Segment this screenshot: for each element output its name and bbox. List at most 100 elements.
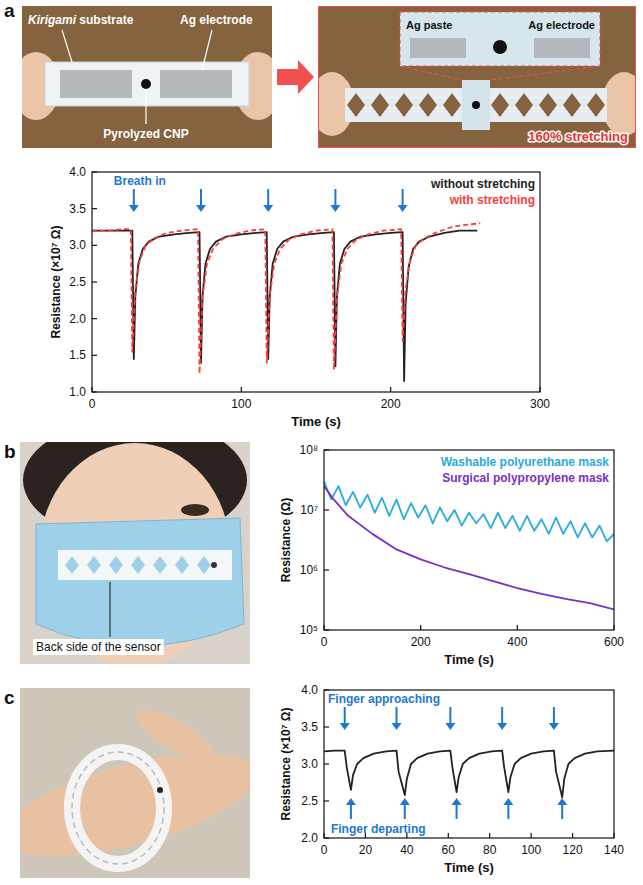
kirigami-cut bbox=[197, 556, 211, 574]
inset-link bbox=[490, 66, 600, 80]
x-tick bbox=[572, 833, 573, 838]
y-tick bbox=[92, 281, 97, 282]
y-tick bbox=[92, 245, 97, 246]
photo-a-left: Kirigami substrate Ag electrode Pyrolyzed … bbox=[22, 6, 272, 148]
y-tick-label: 10⁷ bbox=[300, 503, 318, 517]
annotation-arrow bbox=[196, 189, 206, 212]
x-tick bbox=[613, 833, 614, 838]
annotation-arrow bbox=[340, 707, 350, 730]
arrow-head bbox=[340, 723, 350, 730]
inset-link bbox=[400, 66, 462, 80]
x-tick-label: 0 bbox=[89, 397, 96, 411]
y-tick bbox=[324, 689, 329, 690]
cnp-dot bbox=[472, 101, 480, 109]
plot-lines bbox=[324, 481, 614, 609]
x-tick bbox=[241, 387, 242, 392]
eye bbox=[181, 504, 209, 516]
y-tick bbox=[92, 318, 97, 319]
plot-lines bbox=[324, 751, 614, 798]
arrow-head bbox=[129, 205, 139, 212]
label-patch bbox=[33, 639, 164, 655]
x-tick-label: 100 bbox=[231, 397, 251, 411]
x-tick bbox=[489, 833, 490, 838]
arrow-head bbox=[400, 798, 410, 805]
annotation-arrow bbox=[330, 189, 340, 212]
photo-frame bbox=[318, 6, 636, 148]
y-axis-title: Resistance (×10⁷ Ω) bbox=[279, 708, 293, 821]
arrow-head bbox=[557, 798, 567, 805]
x-tick bbox=[323, 833, 324, 838]
annotation-arrow bbox=[497, 707, 507, 730]
electrode bbox=[534, 38, 590, 58]
arrow-head bbox=[346, 798, 356, 805]
photo-label-part: Kirigami bbox=[28, 13, 77, 27]
kirigami-cut bbox=[175, 556, 189, 574]
chart: 020040060010⁵10⁶10⁷10⁸Time (s)Resistance… bbox=[279, 443, 624, 667]
arrow-head bbox=[445, 723, 455, 730]
photo-c bbox=[20, 688, 250, 878]
figure: a b c Kirigami substrate Ag electrode Pyrolyz… bbox=[0, 0, 643, 885]
annotation-arrow bbox=[263, 189, 273, 212]
plot-frame bbox=[92, 172, 540, 392]
photo-label: Pyrolyzed CNP bbox=[103, 127, 188, 141]
y-tick-label: 4.0 bbox=[301, 683, 318, 697]
y-tick-label: 2.0 bbox=[301, 831, 318, 845]
arrow-head bbox=[497, 723, 507, 730]
y-tick bbox=[324, 509, 329, 510]
x-tick bbox=[531, 833, 532, 838]
x-tick-label: 60 bbox=[442, 843, 456, 857]
annotation-arrow bbox=[557, 798, 567, 819]
inset bbox=[400, 12, 600, 66]
arrow-head bbox=[549, 723, 559, 730]
annotation-arrow bbox=[452, 798, 462, 819]
photo-label: Ag paste bbox=[406, 19, 452, 31]
panel-letter: c bbox=[4, 687, 15, 708]
arrow-shaft bbox=[561, 804, 563, 819]
cnp-dot bbox=[211, 562, 217, 568]
arrow-shaft bbox=[350, 804, 352, 819]
arrow-shaft bbox=[456, 804, 458, 819]
photo-label: Ag electrode bbox=[180, 13, 253, 27]
arrow-shaft bbox=[267, 189, 269, 206]
arm bbox=[20, 733, 250, 878]
kirigami-cut bbox=[371, 93, 389, 117]
y-tick-label: 3.0 bbox=[69, 238, 86, 252]
legend-entry: Surgical polypropylene mask bbox=[442, 471, 609, 485]
arrow-head bbox=[398, 205, 408, 212]
y-tick-label: 2.5 bbox=[301, 794, 318, 808]
panel-letter: a bbox=[4, 0, 15, 21]
leader bbox=[109, 582, 110, 637]
y-tick bbox=[92, 355, 97, 356]
x-tick-label: 40 bbox=[400, 843, 414, 857]
y-tick-label: 3.5 bbox=[69, 202, 86, 216]
panel-letter: b bbox=[4, 441, 16, 462]
finger bbox=[130, 701, 220, 769]
annotation-arrow bbox=[346, 798, 356, 819]
photo-bg bbox=[318, 6, 636, 148]
y-tick bbox=[324, 629, 329, 630]
arrow-shaft bbox=[553, 707, 555, 724]
x-tick-label: 0 bbox=[321, 635, 328, 649]
annotation: Finger approaching bbox=[328, 692, 440, 706]
x-tick-label: 20 bbox=[359, 843, 373, 857]
plot-frame bbox=[324, 690, 614, 838]
photo-label: Kirigami substrate bbox=[28, 13, 134, 27]
arrow-head bbox=[330, 205, 340, 212]
annotation-arrow bbox=[503, 798, 513, 819]
x-tick bbox=[448, 833, 449, 838]
arrow-shaft bbox=[200, 189, 202, 206]
photo-label-part: substrate bbox=[76, 13, 134, 27]
arrow-shaft bbox=[404, 804, 406, 819]
bracelet bbox=[72, 752, 164, 864]
y-tick bbox=[92, 208, 97, 209]
series-line bbox=[324, 486, 614, 609]
x-axis-title: Time (s) bbox=[291, 414, 341, 429]
y-tick-label: 10⁸ bbox=[300, 443, 318, 457]
x-axis-title: Time (s) bbox=[444, 860, 494, 875]
y-tick-label: 2.0 bbox=[69, 312, 86, 326]
photo-label: Ag electrode bbox=[528, 19, 595, 31]
x-tick bbox=[91, 387, 92, 392]
y-tick bbox=[324, 569, 329, 570]
photo-b: Back side of the sensor bbox=[20, 442, 250, 664]
y-tick-label: 2.5 bbox=[69, 275, 86, 289]
